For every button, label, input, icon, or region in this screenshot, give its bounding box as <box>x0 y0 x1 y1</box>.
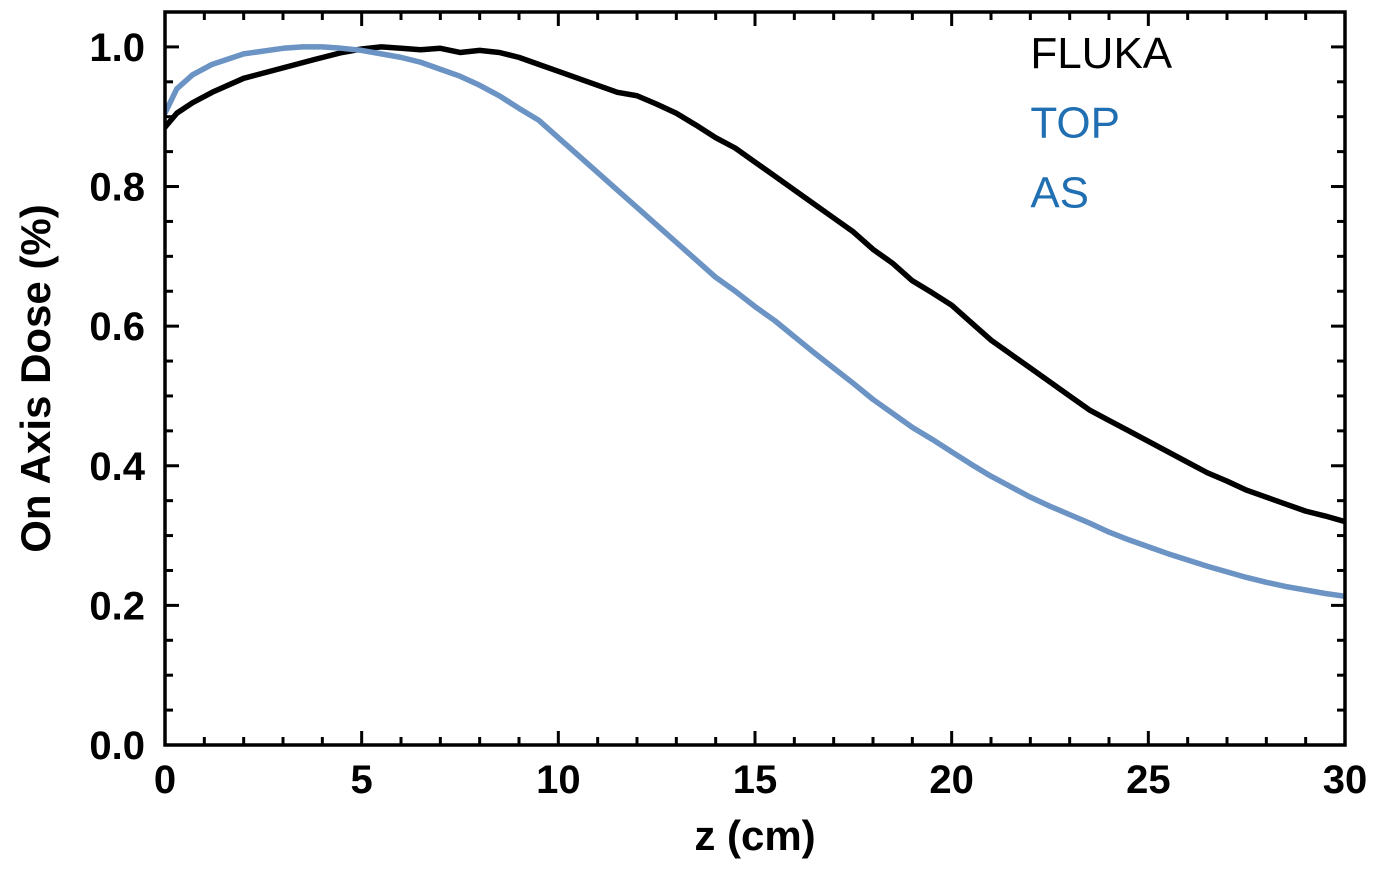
y-tick-label: 1.0 <box>89 26 145 70</box>
y-tick-label: 0.6 <box>89 305 145 349</box>
x-tick-label: 5 <box>351 758 373 802</box>
x-tick-label: 25 <box>1126 758 1171 802</box>
legend-item: AS <box>1030 168 1089 217</box>
x-axis-label: z (cm) <box>694 812 815 859</box>
y-tick-label: 0.0 <box>89 724 145 768</box>
x-tick-label: 30 <box>1323 758 1368 802</box>
y-tick-label: 0.8 <box>89 166 145 210</box>
legend-item: TOP <box>1030 99 1120 148</box>
legend-item: FLUKA <box>1030 29 1172 78</box>
y-tick-label: 0.4 <box>89 445 145 489</box>
chart-background <box>0 0 1380 870</box>
x-tick-label: 0 <box>154 758 176 802</box>
x-tick-label: 20 <box>929 758 974 802</box>
y-axis-label: On Axis Dose (%) <box>12 204 59 553</box>
line-chart: 0 5 10 15 20 25 30 0.0 0.2 0.4 0.6 0.8 1.0 z (cm) On A… <box>0 0 1380 870</box>
x-tick-label: 10 <box>536 758 581 802</box>
x-tick-label: 15 <box>733 758 778 802</box>
chart-container: 0 5 10 15 20 25 30 0.0 0.2 0.4 0.6 0.8 1.0 z (cm) On A… <box>0 0 1380 870</box>
y-tick-label: 0.2 <box>89 584 145 628</box>
